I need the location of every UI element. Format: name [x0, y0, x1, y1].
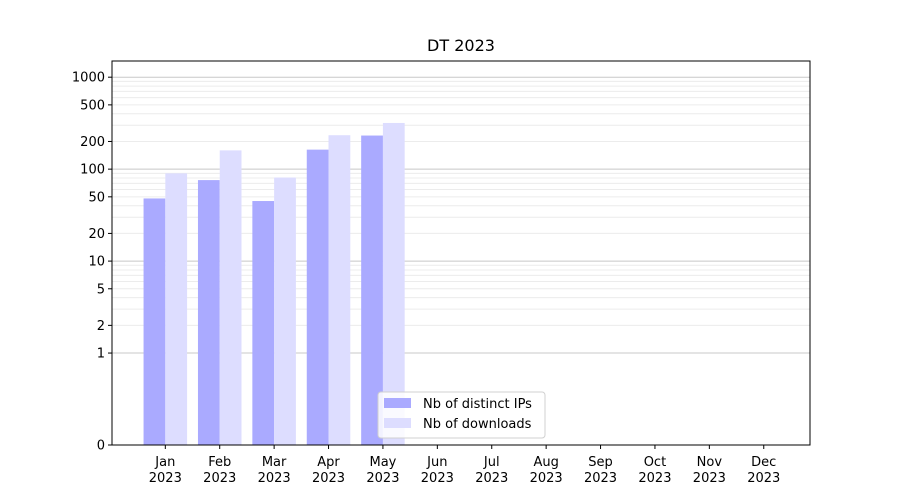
- x-tick-label-year: 2023: [258, 471, 291, 486]
- x-tick-label-year: 2023: [747, 471, 780, 486]
- y-tick-label: 20: [88, 227, 105, 242]
- bar-downloads-feb: [219, 150, 242, 446]
- x-tick-label-month: Oct: [644, 455, 666, 470]
- x-tick-label-year: 2023: [530, 471, 563, 486]
- bar-distinct-ips-may: [361, 135, 383, 445]
- x-tick-label-month: Jul: [483, 455, 500, 470]
- x-tick-label-month: Dec: [751, 455, 776, 470]
- legend-swatch: [384, 398, 411, 408]
- legend-label: Nb of distinct IPs: [423, 397, 532, 412]
- x-tick-label-month: Aug: [533, 455, 558, 470]
- x-tick-label-month: Jan: [154, 455, 175, 470]
- x-tick-label-year: 2023: [203, 471, 236, 486]
- y-axis: 0 1 2 5 10 20 50 100 200 500 1000: [72, 71, 112, 454]
- y-tick-label: 1: [97, 347, 105, 362]
- x-tick-label-year: 2023: [584, 471, 617, 486]
- plot-frame: [111, 60, 811, 446]
- legend: Nb of distinct IPs Nb of downloads: [377, 391, 546, 439]
- x-tick-label-month: Mar: [262, 455, 287, 470]
- bar-distinct-ips-jan: [143, 198, 166, 445]
- x-tick-label-month: Apr: [317, 455, 340, 470]
- y-tick-label: 100: [80, 163, 105, 178]
- bar-distinct-ips-feb: [197, 180, 220, 445]
- y-tick-label: 0: [97, 439, 105, 454]
- x-tick-label-year: 2023: [475, 471, 508, 486]
- x-tick-label-month: Feb: [208, 455, 231, 470]
- legend-box: [377, 391, 546, 439]
- bar-downloads-mar: [274, 177, 296, 445]
- x-tick-label-year: 2023: [149, 471, 182, 486]
- x-axis: Jan2023Feb2023Mar2023Apr2023May2023Jun20…: [149, 445, 780, 486]
- y-tick-label: 500: [80, 98, 105, 113]
- y-tick-label: 200: [80, 135, 105, 150]
- legend-swatch: [384, 418, 411, 428]
- bar-downloads-apr: [328, 135, 351, 445]
- y-tick-label: 2: [97, 319, 105, 334]
- chart-title: DT 2023: [427, 36, 495, 55]
- x-tick-label-month: May: [369, 455, 396, 470]
- x-tick-label-month: Nov: [697, 455, 723, 470]
- y-tick-label: 10: [88, 255, 105, 270]
- x-tick-label-year: 2023: [421, 471, 454, 486]
- x-tick-label-year: 2023: [693, 471, 726, 486]
- x-tick-label-month: Sep: [588, 455, 613, 470]
- bar-downloads-jan: [165, 173, 188, 446]
- x-tick-label-year: 2023: [312, 471, 345, 486]
- x-tick-label-year: 2023: [638, 471, 671, 486]
- bar-distinct-ips-mar: [252, 201, 275, 445]
- bar-downloads-may: [382, 122, 405, 446]
- y-tick-label: 5: [97, 282, 105, 297]
- x-tick-label-month: Jun: [426, 455, 447, 470]
- legend-label: Nb of downloads: [423, 417, 532, 432]
- y-tick-label: 50: [88, 190, 105, 205]
- bars: [143, 122, 405, 446]
- bar-distinct-ips-apr: [306, 149, 329, 446]
- y-tick-label: 1000: [72, 71, 105, 86]
- x-tick-label-year: 2023: [366, 471, 399, 486]
